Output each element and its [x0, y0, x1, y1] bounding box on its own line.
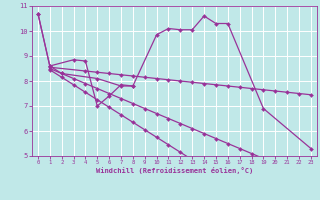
- X-axis label: Windchill (Refroidissement éolien,°C): Windchill (Refroidissement éolien,°C): [96, 167, 253, 174]
